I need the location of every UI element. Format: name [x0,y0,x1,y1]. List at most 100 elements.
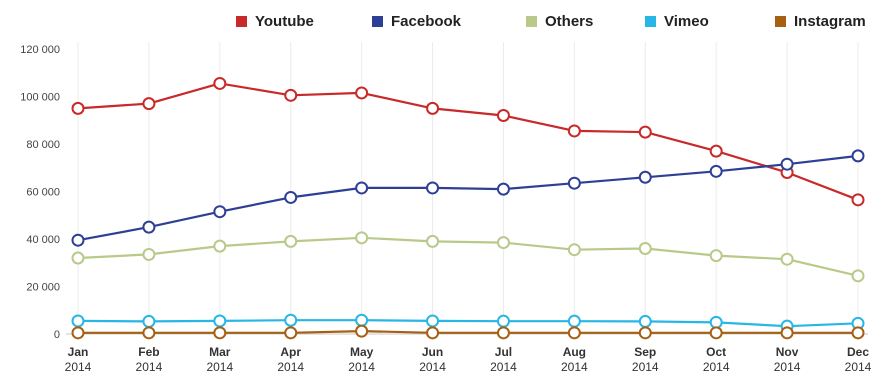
data-point-others[interactable] [142,247,156,261]
x-tick-label-month: May [350,345,374,359]
x-tick-label-month: Apr [280,345,301,359]
data-point-vimeo[interactable] [426,314,440,328]
legend-label-instagram: Instagram [794,13,866,30]
legend-label-others: Others [545,13,593,30]
legend-label-facebook: Facebook [391,13,462,30]
legend-item-others[interactable]: Others [526,13,593,30]
data-point-instagram[interactable] [213,326,227,340]
data-point-others[interactable] [426,234,440,248]
data-point-vimeo[interactable] [709,315,723,329]
data-point-facebook[interactable] [851,149,865,163]
data-point-vimeo[interactable] [567,314,581,328]
data-point-others[interactable] [567,243,581,257]
data-point-instagram[interactable] [284,326,298,340]
x-tick-label-month: Jul [495,345,512,359]
data-point-youtube[interactable] [638,125,652,139]
series-line-facebook [77,154,859,242]
data-point-facebook[interactable] [284,190,298,204]
data-point-facebook[interactable] [780,157,794,171]
data-point-youtube[interactable] [142,97,156,111]
data-point-instagram[interactable] [142,326,156,340]
data-point-facebook[interactable] [638,170,652,184]
data-point-facebook[interactable] [426,181,440,195]
x-tick-label-month: Oct [706,345,726,359]
data-point-youtube[interactable] [709,144,723,158]
x-tick-label-month: Dec [847,345,869,359]
x-tick-label-year: 2014 [703,360,730,374]
x-tick-label-month: Nov [776,345,799,359]
data-point-facebook[interactable] [71,233,85,247]
data-point-instagram[interactable] [567,326,581,340]
data-point-vimeo[interactable] [71,314,85,328]
legend: Youtube Facebook Others Vimeo Instagram [236,13,866,30]
data-point-others[interactable] [284,234,298,248]
x-tick-label-month: Feb [138,345,159,359]
x-tick-label-year: 2014 [206,360,233,374]
data-point-others[interactable] [355,231,369,245]
x-tick-label-month: Jan [68,345,89,359]
data-point-others[interactable] [638,242,652,255]
data-point-instagram[interactable] [426,326,440,340]
data-point-instagram[interactable] [71,326,85,340]
series-line-others [77,236,859,277]
data-point-facebook[interactable] [213,205,227,219]
data-point-others[interactable] [709,249,723,263]
data-point-instagram[interactable] [851,326,865,340]
data-point-others[interactable] [851,269,865,283]
data-point-vimeo[interactable] [638,314,652,328]
data-point-vimeo[interactable] [284,313,298,327]
x-tick-label-year: 2014 [845,360,872,374]
data-point-instagram[interactable] [638,326,652,340]
data-point-vimeo[interactable] [213,314,227,328]
data-point-youtube[interactable] [567,124,581,138]
data-point-others[interactable] [71,251,85,265]
series-line-instagram [78,330,858,334]
data-point-facebook[interactable] [709,164,723,178]
x-tick-label-month: Sep [634,345,656,359]
data-point-vimeo[interactable] [142,314,156,328]
data-point-instagram[interactable] [780,326,794,340]
x-tick-label-month: Aug [563,345,586,359]
legend-swatch-youtube [236,16,247,27]
x-tick-label-year: 2014 [277,360,304,374]
x-tick-label-year: 2014 [561,360,588,374]
legend-item-instagram[interactable]: Instagram [775,13,866,30]
y-tick-label: 40 000 [26,234,60,246]
data-point-instagram[interactable] [709,326,723,340]
data-point-youtube[interactable] [284,88,298,102]
data-point-youtube[interactable] [355,86,369,100]
data-point-youtube[interactable] [851,193,865,207]
series-lines [77,82,859,334]
data-point-instagram[interactable] [496,326,510,340]
data-point-facebook[interactable] [142,220,156,234]
data-point-vimeo[interactable] [355,313,369,327]
legend-label-vimeo: Vimeo [664,13,709,30]
data-point-facebook[interactable] [496,182,510,196]
x-tick-label-year: 2014 [65,360,92,374]
data-point-others[interactable] [780,252,794,266]
legend-item-vimeo[interactable]: Vimeo [645,13,709,30]
legend-swatch-others [526,16,537,27]
data-point-facebook[interactable] [567,176,581,190]
data-point-vimeo[interactable] [496,314,510,328]
y-tick-label: 60 000 [26,187,60,199]
y-tick-label: 20 000 [26,282,60,294]
legend-item-facebook[interactable]: Facebook [372,13,462,30]
legend-item-youtube[interactable]: Youtube [236,13,314,30]
data-point-youtube[interactable] [213,76,227,90]
data-point-others[interactable] [213,239,227,253]
y-axis: 0 20 000 40 000 60 000 80 000 100 000 120 000 [20,44,60,341]
series-line-youtube [77,82,859,201]
legend-label-youtube: Youtube [255,13,314,30]
data-point-youtube[interactable] [71,101,85,115]
data-point-youtube[interactable] [496,109,510,122]
data-point-instagram[interactable] [355,324,369,338]
legend-swatch-instagram [775,16,786,27]
x-axis: Jan2014Feb2014Mar2014Apr2014May2014Jun20… [65,345,872,374]
y-tick-label: 0 [54,329,60,341]
data-point-others[interactable] [496,236,510,250]
x-tick-label-year: 2014 [136,360,163,374]
series-points [71,76,865,340]
data-point-youtube[interactable] [426,101,440,115]
data-point-facebook[interactable] [355,181,369,195]
